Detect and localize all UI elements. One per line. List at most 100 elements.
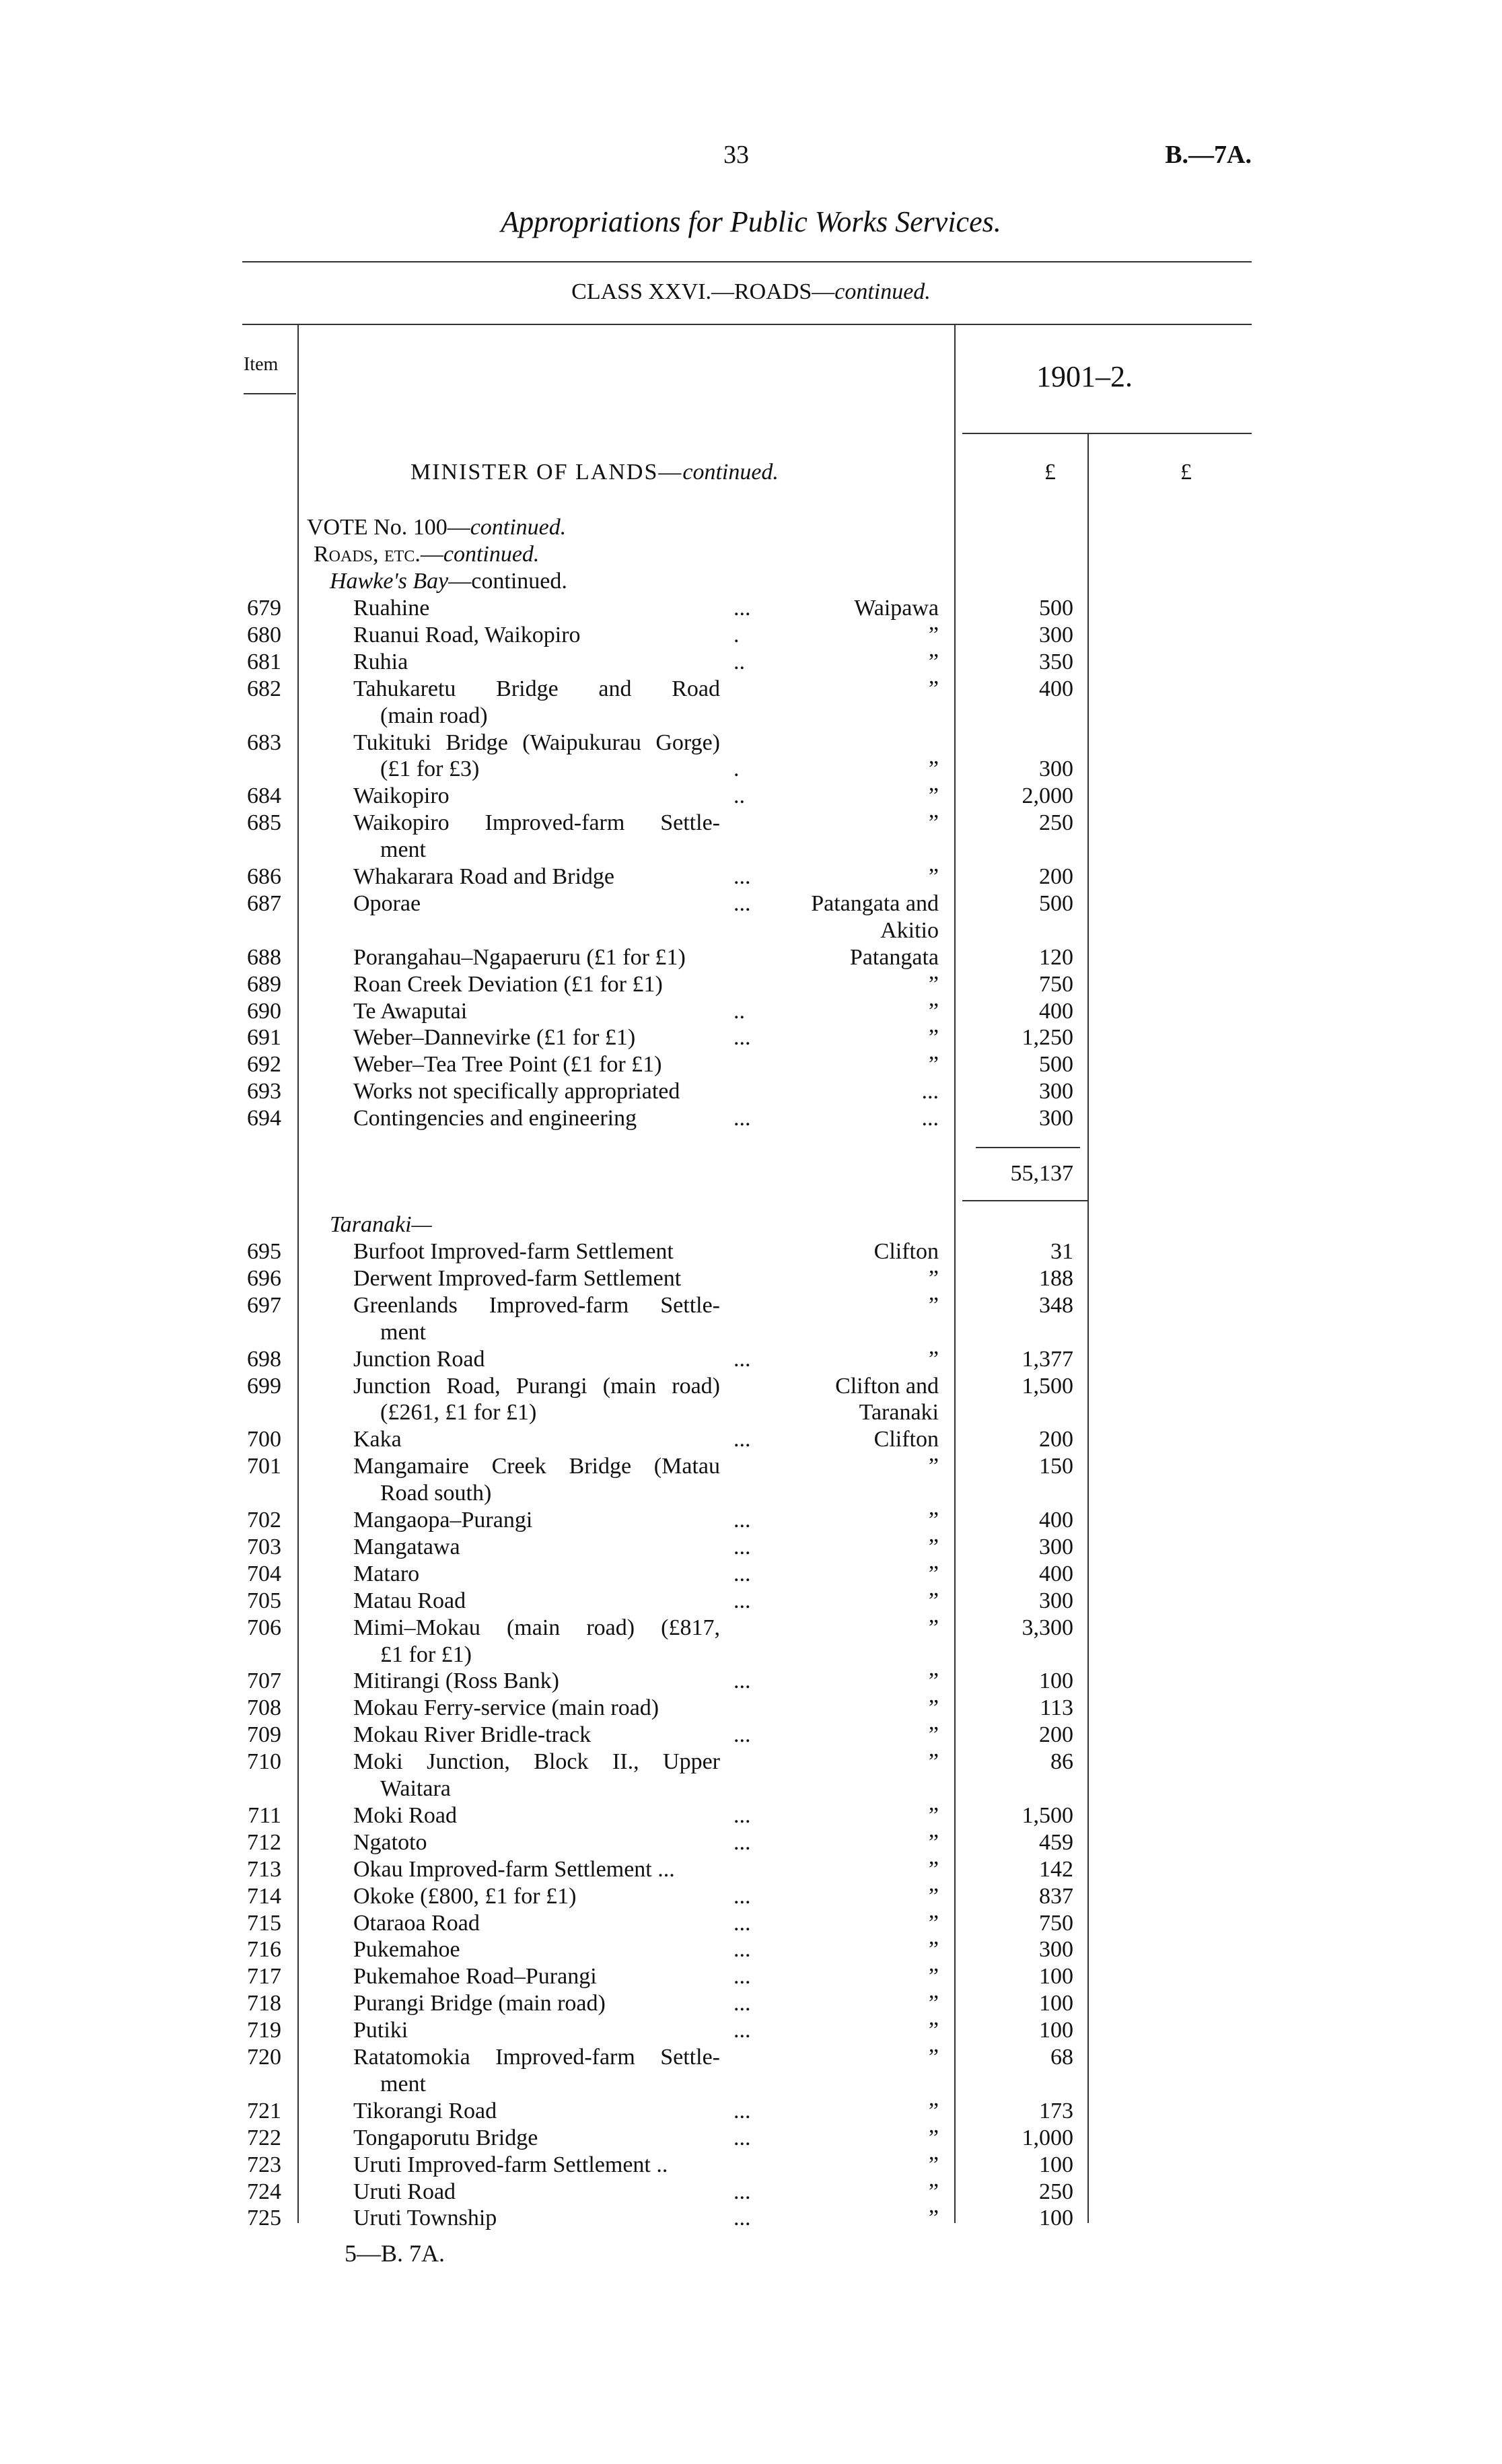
dot-leader: ... bbox=[734, 864, 751, 889]
divider-top bbox=[242, 261, 1252, 262]
vote-heading: VOTE No. 100—continued. bbox=[307, 514, 566, 541]
item-number: 681 bbox=[247, 649, 281, 674]
item-number: 685 bbox=[247, 810, 281, 836]
item-number: 679 bbox=[247, 596, 281, 621]
item-name: ment bbox=[380, 2071, 426, 2097]
item-name: Te Awaputai bbox=[353, 998, 468, 1024]
item-location: ” bbox=[928, 810, 939, 836]
item-location: ” bbox=[928, 2098, 939, 2123]
item-number: 718 bbox=[247, 1991, 281, 2016]
item-number: 717 bbox=[247, 1964, 281, 1990]
item-location: ” bbox=[928, 1615, 939, 1640]
item-name: Matau Road bbox=[353, 1588, 466, 1613]
ministry-heading-suffix: continued. bbox=[682, 460, 779, 485]
item-location: ” bbox=[928, 1508, 939, 1533]
item-number: 680 bbox=[247, 622, 281, 647]
column-header-year: 1901–2. bbox=[1036, 360, 1133, 393]
item-number: 699 bbox=[247, 1373, 281, 1399]
item-name: Porangahau–Ngapaeruru (£1 for £1) bbox=[353, 944, 686, 970]
ministry-heading: MINISTER OF LANDS—continued. bbox=[410, 459, 779, 486]
dot-leader: ... bbox=[734, 1829, 751, 1855]
item-location: ” bbox=[928, 2018, 939, 2043]
item-amount: 100 bbox=[1039, 2152, 1073, 2177]
item-amount: 300 bbox=[1039, 1106, 1073, 1131]
item-number: 695 bbox=[247, 1239, 281, 1264]
item-number: 725 bbox=[247, 2206, 281, 2231]
item-name: Uruti Road bbox=[353, 2179, 456, 2204]
item-name: Mokau River Bridle-track bbox=[353, 1722, 592, 1748]
item-number: 723 bbox=[247, 2152, 281, 2177]
page-title-text: Appropriations for Public Works Services… bbox=[501, 205, 1001, 238]
dot-leader: ... bbox=[734, 890, 751, 916]
item-amount: 750 bbox=[1039, 971, 1073, 997]
item-name: Oporae bbox=[353, 890, 421, 916]
item-amount: 1,377 bbox=[1022, 1346, 1074, 1372]
item-name: £1 for £1) bbox=[380, 1642, 472, 1667]
item-location: ” bbox=[928, 2206, 939, 2231]
item-number: 719 bbox=[247, 2018, 281, 2043]
item-number: 707 bbox=[247, 1668, 281, 1694]
item-amount: 400 bbox=[1039, 1561, 1073, 1586]
item-location: Clifton bbox=[873, 1239, 939, 1264]
dot-leader: ... bbox=[734, 1937, 751, 1963]
item-name: Greenlands Improved-farm Settle- bbox=[353, 1292, 720, 1318]
item-amount: 113 bbox=[1040, 1695, 1073, 1721]
item-location: ” bbox=[928, 1292, 939, 1318]
item-amount: 1,500 bbox=[1022, 1373, 1074, 1399]
item-number: 686 bbox=[247, 864, 281, 889]
item-amount: 100 bbox=[1039, 1964, 1073, 1990]
item-name: Otaraoa Road bbox=[353, 1910, 480, 1936]
item-amount: 250 bbox=[1039, 2179, 1073, 2204]
dot-leader: ... bbox=[734, 1588, 751, 1613]
class-heading: CLASS XXVI.—ROADS—continued. bbox=[0, 279, 1502, 306]
item-name: Mataro bbox=[353, 1561, 420, 1586]
item-amount: 350 bbox=[1039, 649, 1073, 674]
dot-leader: ... bbox=[734, 1508, 751, 1533]
item-name: Burfoot Improved-farm Settlement bbox=[353, 1239, 674, 1264]
item-location: ” bbox=[928, 2125, 939, 2150]
item-number: 704 bbox=[247, 1561, 281, 1586]
hawkes-bay-total: 55,137 bbox=[1010, 1161, 1074, 1186]
item-amount: 500 bbox=[1039, 890, 1073, 916]
item-location: ” bbox=[928, 649, 939, 674]
dot-leader: . bbox=[734, 756, 740, 782]
item-location: ” bbox=[928, 1910, 939, 1936]
item-location: ” bbox=[928, 1534, 939, 1559]
item-location: Clifton bbox=[873, 1427, 939, 1452]
rule-item-column bbox=[297, 324, 299, 2223]
item-name: Kaka bbox=[353, 1427, 402, 1452]
dot-leader: .. bbox=[734, 998, 745, 1024]
item-amount: 150 bbox=[1039, 1454, 1073, 1479]
item-number: 702 bbox=[247, 1508, 281, 1533]
item-amount: 188 bbox=[1039, 1265, 1073, 1291]
item-name: Putiki bbox=[353, 2018, 408, 2043]
item-number: 682 bbox=[247, 676, 281, 701]
dot-leader: ... bbox=[734, 1346, 751, 1372]
item-amount: 300 bbox=[1039, 622, 1073, 647]
item-name: Uruti Improved-farm Settlement .. bbox=[353, 2152, 668, 2177]
item-name: Okoke (£800, £1 for £1) bbox=[353, 1883, 577, 1909]
dot-leader: ... bbox=[734, 1025, 751, 1051]
column-header-currency-2: £ bbox=[1180, 460, 1192, 485]
item-location: ” bbox=[928, 756, 939, 782]
item-location: ... bbox=[921, 1079, 939, 1104]
item-name: Waikopiro Improved-farm Settle- bbox=[353, 810, 720, 836]
item-amount: 31 bbox=[1050, 1239, 1073, 1264]
dot-leader: ... bbox=[734, 1964, 751, 1990]
item-location: ” bbox=[928, 998, 939, 1024]
item-number: 709 bbox=[247, 1722, 281, 1748]
item-location: ” bbox=[928, 1052, 939, 1078]
item-amount: 100 bbox=[1039, 1668, 1073, 1694]
column-header-item: Item bbox=[244, 354, 279, 375]
item-name: Pukemahoe bbox=[353, 1937, 460, 1963]
item-location: Patangata and bbox=[811, 890, 939, 916]
subhead: Roads, etc.—continued. bbox=[314, 541, 539, 568]
item-number: 687 bbox=[247, 890, 281, 916]
item-name: Junction Road, Purangi (main road) bbox=[353, 1373, 720, 1399]
dot-leader: .. bbox=[734, 649, 745, 674]
item-number: 693 bbox=[247, 1079, 281, 1104]
item-name: Roan Creek Deviation (£1 for £1) bbox=[353, 971, 663, 997]
item-number: 698 bbox=[247, 1346, 281, 1372]
item-number: 705 bbox=[247, 1588, 281, 1613]
item-amount: 300 bbox=[1039, 1588, 1073, 1613]
